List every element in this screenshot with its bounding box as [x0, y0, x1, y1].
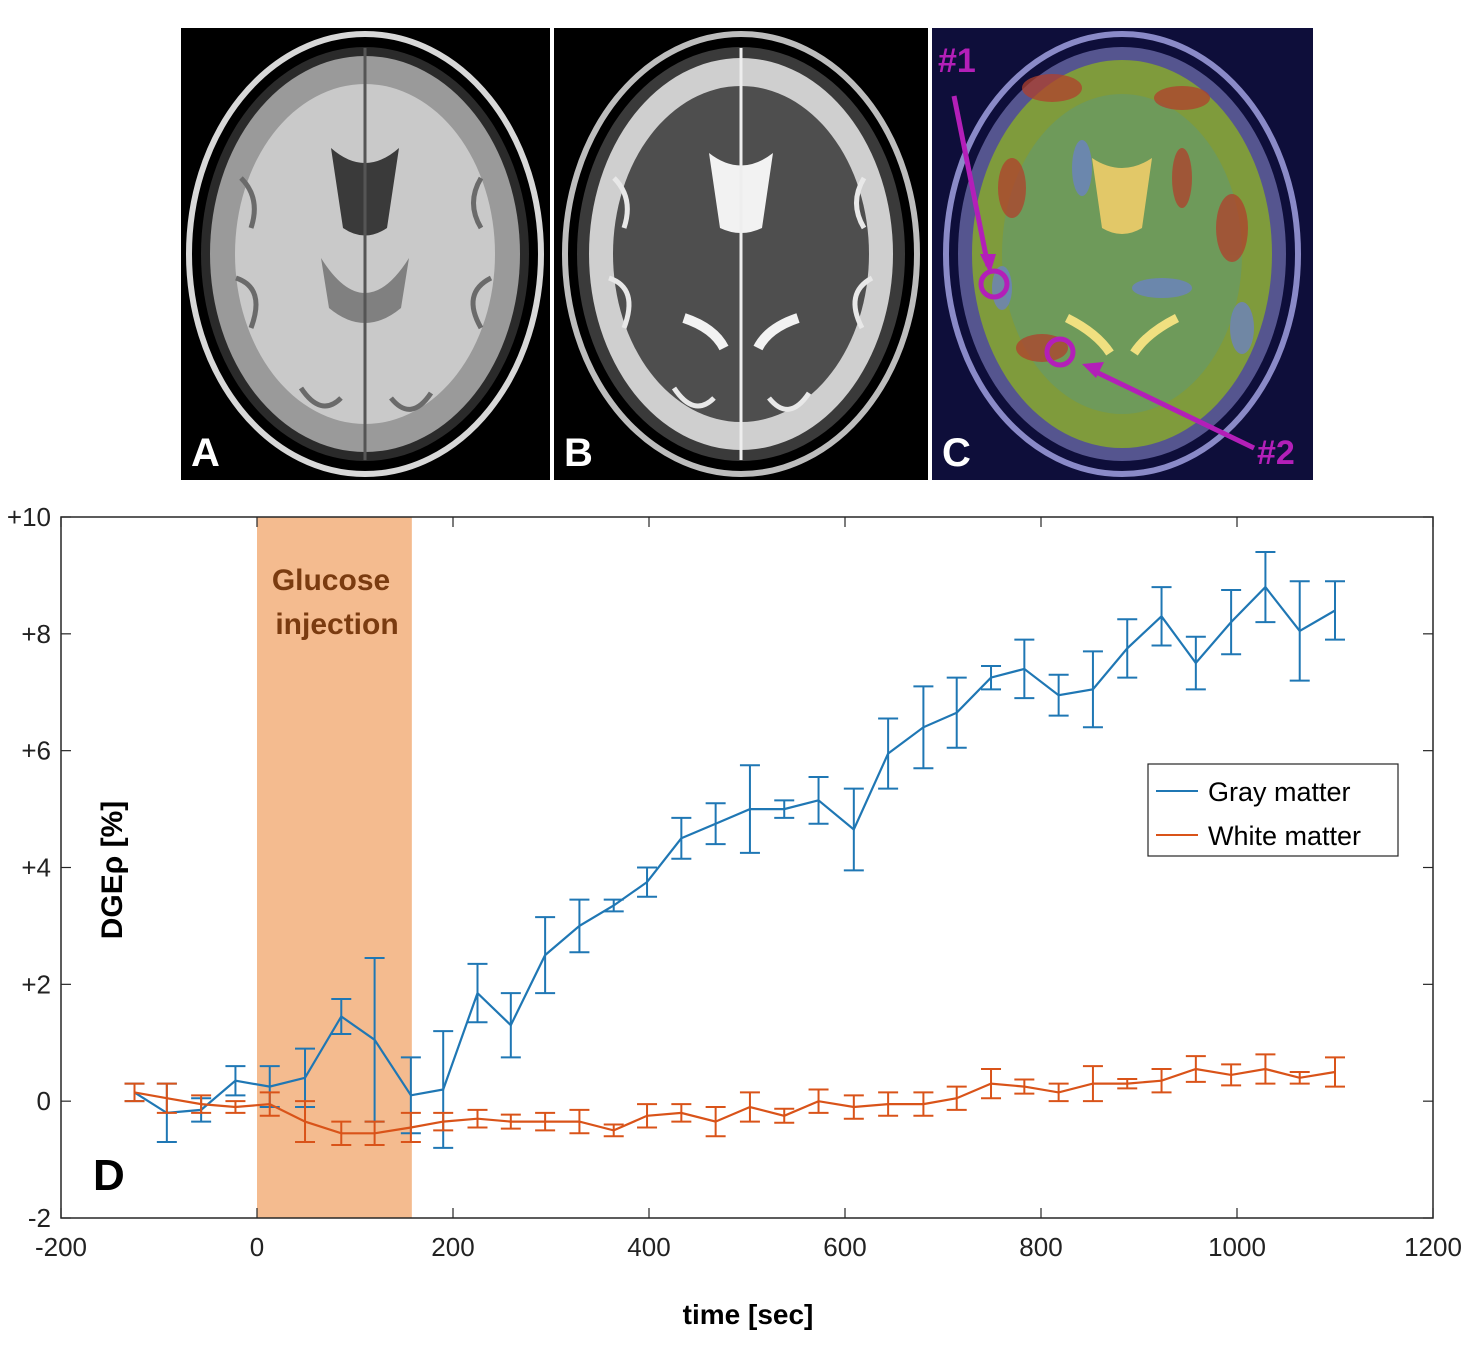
x-tick-label: 600	[823, 1232, 866, 1262]
x-tick-label: 200	[431, 1232, 474, 1262]
y-tick-label: +10	[7, 502, 51, 532]
t1-brain-illustration	[186, 31, 544, 477]
x-tick-label: 800	[1019, 1232, 1062, 1262]
legend: Gray matter White matter	[1147, 763, 1399, 857]
t2-brain-illustration	[562, 31, 920, 477]
x-axis-label: time [sec]	[683, 1299, 814, 1330]
dge-time-course-chart: -200 0 200 400 600 800 1000 1200-20+2+4+6+8+10 …	[7, 502, 1462, 1330]
y-tick-label: +2	[21, 969, 51, 999]
legend-white-matter-label: White matter	[1208, 821, 1361, 851]
x-tick-label: 1000	[1208, 1232, 1266, 1262]
roi-label-1: #1	[938, 42, 976, 80]
y-tick-label: +4	[21, 853, 51, 883]
panel-label-a: A	[191, 431, 220, 475]
white-matter-series-line	[134, 1067, 1336, 1135]
overlay-brain-illustration	[943, 31, 1301, 477]
y-tick-label: +8	[21, 619, 51, 649]
panel-c-overlay-image: #1 #2 C	[932, 28, 1313, 480]
x-tick-label: 1200	[1404, 1232, 1462, 1262]
x-tick-label: -200	[35, 1232, 87, 1262]
x-tick-label: 400	[627, 1232, 670, 1262]
panel-label-b: B	[564, 431, 593, 475]
gray-matter-series-line	[133, 585, 1336, 1115]
y-tick-label: -2	[28, 1203, 51, 1233]
panel-label-c: C	[942, 431, 971, 475]
roi-markers	[951, 95, 1256, 451]
roi-label-2: #2	[1257, 434, 1295, 472]
panel-label-d: D	[93, 1151, 125, 1200]
x-tick-label: 0	[250, 1232, 264, 1262]
glucose-injection-band	[257, 517, 412, 1218]
y-axis-label: DGEρ [%]	[96, 801, 129, 940]
injection-label-line1: Glucose	[272, 564, 390, 597]
y-tick-label: +6	[21, 736, 51, 766]
legend-gray-matter-label: Gray matter	[1208, 777, 1351, 807]
panel-b-t2-image: B	[554, 28, 928, 480]
y-tick-label: 0	[37, 1086, 51, 1116]
panel-a-t1-image: A	[181, 28, 550, 480]
injection-label-line2: injection	[275, 608, 398, 641]
legend-box	[1147, 763, 1399, 857]
